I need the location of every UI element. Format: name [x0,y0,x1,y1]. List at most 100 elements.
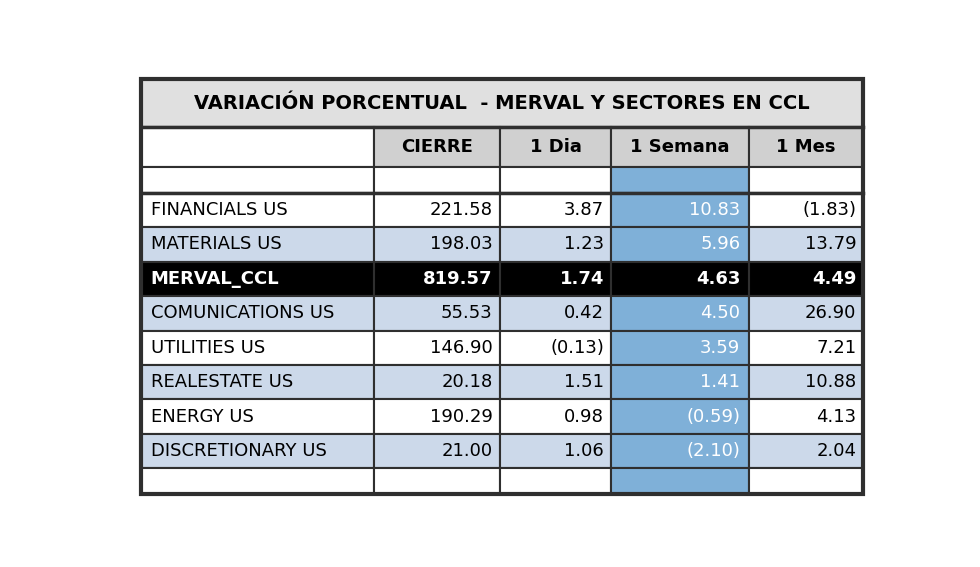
Bar [500,261,611,296]
Text: MERVAL_CCL: MERVAL_CCL [151,270,279,288]
Bar [749,434,863,468]
Bar [611,365,749,400]
Bar [500,227,611,261]
Bar [141,365,374,400]
Text: 4.50: 4.50 [701,304,741,322]
Text: 10.83: 10.83 [689,201,741,219]
Text: 1 Semana: 1 Semana [630,138,729,156]
Bar [374,468,500,494]
Bar [749,365,863,400]
Bar [374,296,500,331]
Bar [749,227,863,261]
Text: ENERGY US: ENERGY US [151,408,254,426]
Bar [749,296,863,331]
Text: 1.23: 1.23 [564,235,604,253]
Text: 3.87: 3.87 [564,201,604,219]
Text: 13.79: 13.79 [805,235,857,253]
Text: 7.21: 7.21 [816,338,857,357]
Bar [141,193,374,227]
Bar [611,193,749,227]
Bar [611,296,749,331]
Bar [500,167,611,193]
Bar [374,434,500,468]
Bar [141,296,374,331]
Bar [374,331,500,365]
Bar [374,400,500,434]
Bar [749,193,863,227]
Text: 5.96: 5.96 [701,235,741,253]
Text: (0.13): (0.13) [550,338,604,357]
Bar [611,434,749,468]
Bar [611,128,749,167]
Bar [500,193,611,227]
Text: (0.59): (0.59) [686,408,741,426]
Bar [611,167,749,193]
Bar [611,331,749,365]
Bar [500,296,611,331]
Text: 819.57: 819.57 [423,270,493,288]
Bar [141,167,374,193]
Bar [141,261,374,296]
Bar [374,261,500,296]
Text: FINANCIALS US: FINANCIALS US [151,201,287,219]
Text: 1.06: 1.06 [564,442,604,460]
Text: 2.04: 2.04 [816,442,857,460]
Text: 1.51: 1.51 [564,373,604,391]
Text: 1.41: 1.41 [701,373,741,391]
Text: VARIACIÓN PORCENTUAL  - MERVAL Y SECTORES EN CCL: VARIACIÓN PORCENTUAL - MERVAL Y SECTORES… [194,94,810,113]
Text: 198.03: 198.03 [430,235,493,253]
Text: 20.18: 20.18 [441,373,493,391]
Text: 221.58: 221.58 [429,201,493,219]
Text: (1.83): (1.83) [803,201,857,219]
Bar [749,167,863,193]
Text: 4.13: 4.13 [816,408,857,426]
Bar [749,468,863,494]
Text: 4.63: 4.63 [696,270,741,288]
Bar [611,400,749,434]
Text: 1.74: 1.74 [560,270,604,288]
Bar [749,261,863,296]
Text: 0.42: 0.42 [564,304,604,322]
Bar [141,468,374,494]
Bar [749,331,863,365]
Bar [141,128,374,167]
Bar [374,193,500,227]
Text: (2.10): (2.10) [687,442,741,460]
Text: CIERRE: CIERRE [401,138,473,156]
Text: 21.00: 21.00 [442,442,493,460]
Text: COMUNICATIONS US: COMUNICATIONS US [151,304,334,322]
Text: 190.29: 190.29 [430,408,493,426]
Text: 1 Dia: 1 Dia [529,138,581,156]
Text: UTILITIES US: UTILITIES US [151,338,265,357]
Bar [374,227,500,261]
Text: 0.98: 0.98 [564,408,604,426]
Bar [374,167,500,193]
Text: 1 Mes: 1 Mes [776,138,836,156]
Text: 3.59: 3.59 [700,338,741,357]
Bar [500,128,611,167]
Bar [141,434,374,468]
Bar [141,400,374,434]
Text: 55.53: 55.53 [441,304,493,322]
Bar [141,331,374,365]
Bar [141,227,374,261]
Bar [500,400,611,434]
Bar [374,365,500,400]
Bar [611,227,749,261]
Bar [141,79,863,128]
Text: REALESTATE US: REALESTATE US [151,373,293,391]
Bar [500,365,611,400]
Bar [611,261,749,296]
Bar [749,128,863,167]
Bar [500,331,611,365]
Bar [374,128,500,167]
Bar [611,468,749,494]
Text: 4.49: 4.49 [811,270,857,288]
Text: DISCRETIONARY US: DISCRETIONARY US [151,442,326,460]
Text: 26.90: 26.90 [805,304,857,322]
Bar [500,434,611,468]
Text: MATERIALS US: MATERIALS US [151,235,281,253]
Text: 146.90: 146.90 [430,338,493,357]
Bar [749,400,863,434]
Text: 10.88: 10.88 [805,373,857,391]
